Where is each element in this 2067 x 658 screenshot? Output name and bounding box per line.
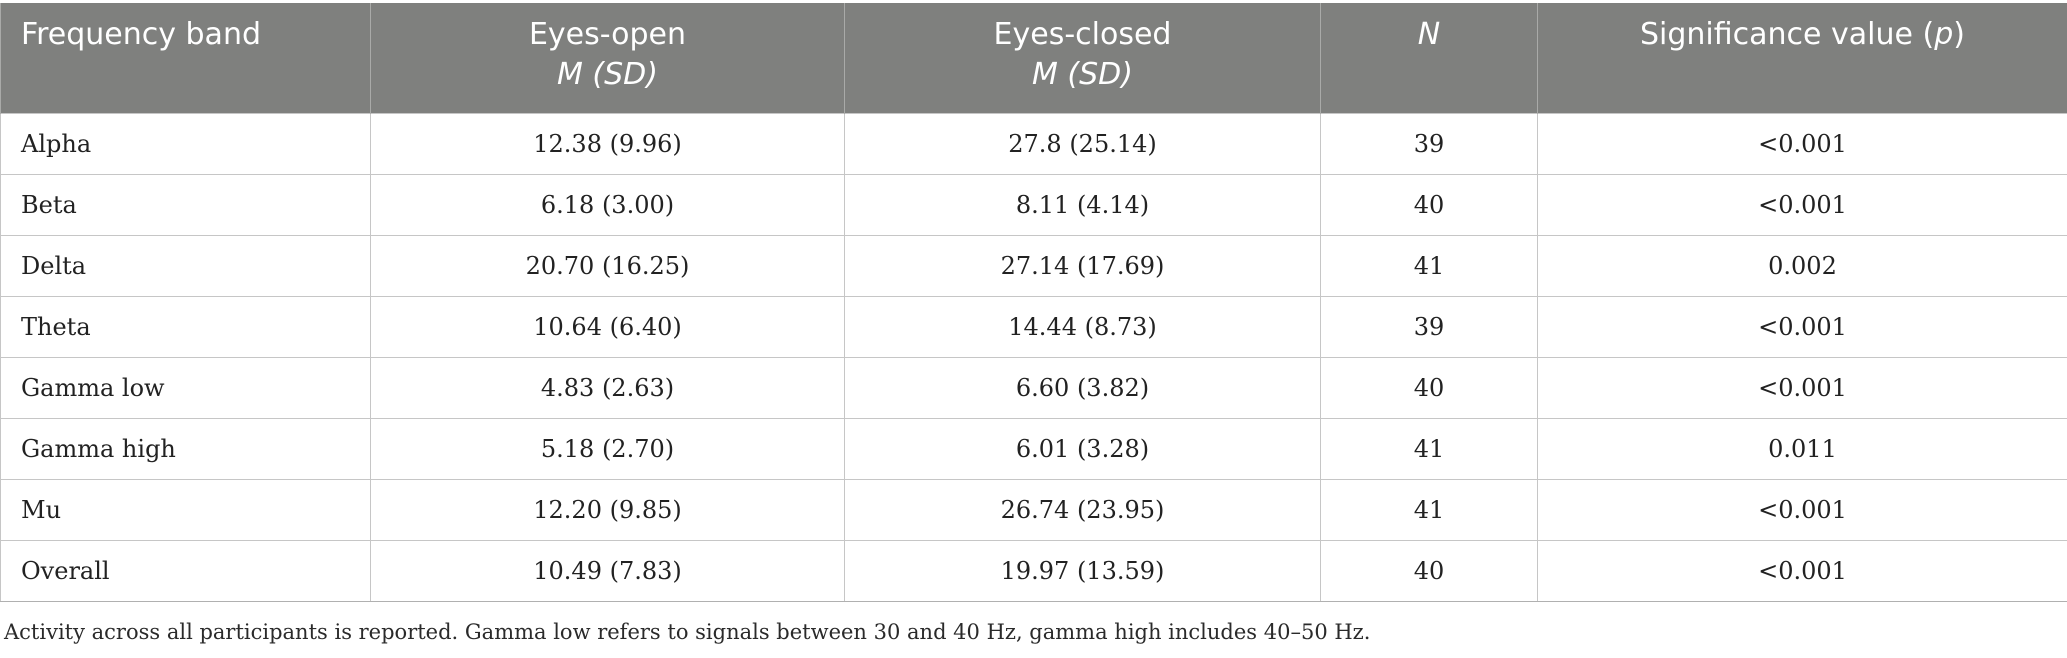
cell-eyes-closed: 8.11 (4.14) bbox=[844, 174, 1321, 236]
cell-band: Mu bbox=[0, 479, 371, 541]
header-significance-p: p bbox=[1934, 17, 1954, 52]
cell-eyes-closed: 26.74 (23.95) bbox=[844, 479, 1321, 541]
cell-eyes-closed: 19.97 (13.59) bbox=[844, 540, 1321, 602]
cell-p-value: <0.001 bbox=[1537, 540, 2067, 602]
table-footnote: Activity across all participants is repo… bbox=[4, 620, 1371, 644]
header-n: N bbox=[1320, 3, 1538, 114]
cell-eyes-open: 12.20 (9.85) bbox=[370, 479, 845, 541]
cell-eyes-closed: 6.01 (3.28) bbox=[844, 418, 1321, 480]
header-eyes-closed-label: Eyes-closed bbox=[993, 17, 1172, 52]
cell-eyes-open: 6.18 (3.00) bbox=[370, 174, 845, 236]
cell-eyes-open: 12.38 (9.96) bbox=[370, 113, 845, 175]
header-frequency-band: Frequency band bbox=[0, 3, 371, 114]
cell-n: 39 bbox=[1320, 113, 1538, 175]
cell-p-value: 0.002 bbox=[1537, 235, 2067, 297]
header-eyes-open-sublabel: M (SD) bbox=[557, 57, 658, 92]
cell-p-value: <0.001 bbox=[1537, 357, 2067, 419]
table-row: Mu 12.20 (9.85) 26.74 (23.95) 41 <0.001 bbox=[0, 479, 2067, 541]
cell-eyes-closed: 14.44 (8.73) bbox=[844, 296, 1321, 358]
data-table-container: Frequency band Eyes-open M (SD) Eyes-clo… bbox=[0, 3, 2067, 602]
cell-band: Theta bbox=[0, 296, 371, 358]
table-row: Gamma low 4.83 (2.63) 6.60 (3.82) 40 <0.… bbox=[0, 357, 2067, 419]
cell-n: 40 bbox=[1320, 174, 1538, 236]
header-row: Frequency band Eyes-open M (SD) Eyes-clo… bbox=[0, 3, 2067, 114]
cell-n: 41 bbox=[1320, 418, 1538, 480]
table-body: Alpha 12.38 (9.96) 27.8 (25.14) 39 <0.00… bbox=[0, 113, 2067, 602]
table-row: Beta 6.18 (3.00) 8.11 (4.14) 40 <0.001 bbox=[0, 174, 2067, 236]
cell-eyes-open: 5.18 (2.70) bbox=[370, 418, 845, 480]
cell-eyes-open: 4.83 (2.63) bbox=[370, 357, 845, 419]
cell-band: Delta bbox=[0, 235, 371, 297]
table-row: Alpha 12.38 (9.96) 27.8 (25.14) 39 <0.00… bbox=[0, 113, 2067, 175]
cell-n: 39 bbox=[1320, 296, 1538, 358]
table-header: Frequency band Eyes-open M (SD) Eyes-clo… bbox=[0, 3, 2067, 114]
cell-p-value: <0.001 bbox=[1537, 479, 2067, 541]
header-eyes-open-label: Eyes-open bbox=[528, 17, 687, 52]
eeg-frequency-table: Frequency band Eyes-open M (SD) Eyes-clo… bbox=[0, 3, 2067, 602]
cell-band: Beta bbox=[0, 174, 371, 236]
header-n-label: N bbox=[1417, 17, 1441, 52]
header-significance-prefix: Significance value ( bbox=[1640, 17, 1935, 52]
table-row: Gamma high 5.18 (2.70) 6.01 (3.28) 41 0.… bbox=[0, 418, 2067, 480]
cell-p-value: <0.001 bbox=[1537, 174, 2067, 236]
cell-n: 41 bbox=[1320, 479, 1538, 541]
cell-band: Gamma low bbox=[0, 357, 371, 419]
table-row: Delta 20.70 (16.25) 27.14 (17.69) 41 0.0… bbox=[0, 235, 2067, 297]
header-significance: Significance value (p) bbox=[1537, 3, 2067, 114]
cell-eyes-open: 10.64 (6.40) bbox=[370, 296, 845, 358]
cell-n: 41 bbox=[1320, 235, 1538, 297]
cell-eyes-open: 20.70 (16.25) bbox=[370, 235, 845, 297]
cell-n: 40 bbox=[1320, 540, 1538, 602]
header-eyes-closed-sublabel: M (SD) bbox=[1032, 57, 1133, 92]
header-significance-suffix: ) bbox=[1953, 17, 1965, 52]
cell-band: Gamma high bbox=[0, 418, 371, 480]
header-eyes-open: Eyes-open M (SD) bbox=[370, 3, 845, 114]
header-frequency-band-label: Frequency band bbox=[21, 17, 261, 52]
cell-eyes-closed: 27.14 (17.69) bbox=[844, 235, 1321, 297]
table-row: Theta 10.64 (6.40) 14.44 (8.73) 39 <0.00… bbox=[0, 296, 2067, 358]
cell-band: Alpha bbox=[0, 113, 371, 175]
cell-p-value: <0.001 bbox=[1537, 296, 2067, 358]
cell-eyes-closed: 6.60 (3.82) bbox=[844, 357, 1321, 419]
table-row: Overall 10.49 (7.83) 19.97 (13.59) 40 <0… bbox=[0, 540, 2067, 602]
cell-n: 40 bbox=[1320, 357, 1538, 419]
cell-band: Overall bbox=[0, 540, 371, 602]
header-eyes-closed: Eyes-closed M (SD) bbox=[844, 3, 1321, 114]
cell-eyes-open: 10.49 (7.83) bbox=[370, 540, 845, 602]
cell-p-value: <0.001 bbox=[1537, 113, 2067, 175]
cell-p-value: 0.011 bbox=[1537, 418, 2067, 480]
cell-eyes-closed: 27.8 (25.14) bbox=[844, 113, 1321, 175]
